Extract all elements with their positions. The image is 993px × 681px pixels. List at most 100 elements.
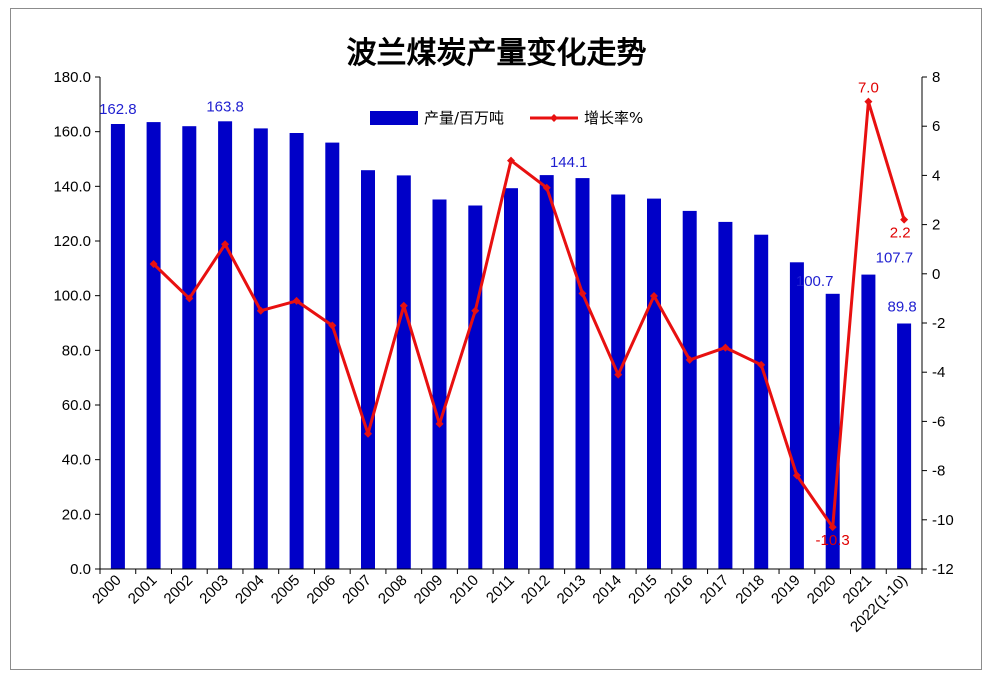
rate-point-2017 [721, 343, 730, 352]
x-tick-label: 2001 [125, 572, 161, 608]
bar-2006 [325, 142, 340, 569]
right-tick-label: -10 [932, 512, 954, 529]
bar-2009 [432, 199, 447, 569]
rate-point-2009 [435, 419, 444, 428]
rate-point-2006 [328, 321, 337, 330]
bar-2018 [754, 234, 769, 569]
left-tick-label: 20.0 [62, 506, 91, 523]
x-tick-label: 2011 [483, 572, 518, 607]
rate-point-2015 [649, 291, 658, 300]
bar-value-label: 89.8 [888, 299, 917, 316]
bar-2012 [539, 175, 554, 569]
rate-point-2005 [292, 296, 301, 305]
x-tick-label: 2002 [161, 572, 197, 608]
legend-bar-label: 产量/百万吨 [424, 109, 504, 127]
x-tick-label: 2014 [589, 572, 625, 608]
left-tick-label: 160.0 [53, 124, 91, 141]
right-tick-label: 8 [932, 69, 940, 86]
bar-2011 [504, 188, 518, 569]
x-tick-label: 2008 [375, 572, 411, 608]
left-tick-label: 0.0 [70, 561, 91, 578]
rate-point-2022(1-10) [900, 215, 909, 224]
rate-value-label: -10.3 [816, 532, 850, 549]
bar-2000 [110, 124, 125, 569]
x-tick-label: 2018 [732, 572, 768, 608]
right-tick-label: 0 [932, 266, 940, 283]
bar-2010 [468, 205, 483, 569]
x-tick-label: 2004 [232, 572, 268, 608]
rate-point-2002 [185, 294, 194, 303]
right-tick-label: 4 [932, 167, 940, 184]
rate-value-label: 7.0 [858, 80, 879, 97]
bar-value-label: 100.7 [796, 273, 834, 290]
left-tick-label: 180.0 [53, 69, 91, 86]
rate-point-2007 [364, 429, 373, 438]
left-tick-label: 40.0 [62, 452, 91, 469]
left-tick-label: 140.0 [53, 178, 91, 195]
rate-point-2001 [149, 259, 158, 268]
rate-point-2010 [471, 306, 480, 315]
bar-value-label: 107.7 [876, 250, 914, 267]
legend-line-marker [550, 114, 558, 122]
chart-title: 波兰煤炭产量变化走势 [346, 36, 647, 71]
bar-value-label: 163.8 [206, 98, 244, 115]
right-tick-label: -2 [932, 315, 945, 332]
bar-2003 [218, 121, 233, 570]
rate-value-label: 2.2 [890, 225, 911, 242]
bar-2022(1-10) [897, 323, 912, 569]
x-tick-label: 2015 [625, 572, 661, 608]
rate-point-2011 [507, 156, 515, 165]
legend-line-label: 增长率% [584, 109, 643, 127]
rate-point-2018 [757, 360, 766, 369]
bar-2019 [789, 262, 804, 569]
x-tick-label: 2013 [554, 572, 590, 608]
legend: 产量/百万吨 增长率% [370, 109, 643, 127]
rate-point-2020 [828, 523, 837, 532]
bar-2021 [861, 274, 876, 569]
chart-frame [10, 8, 982, 670]
bar-2015 [647, 198, 661, 569]
x-tick-label: 2019 [768, 572, 804, 608]
bar-2005 [289, 133, 304, 569]
x-tick-label: 2003 [196, 572, 232, 608]
rate-point-2016 [685, 355, 694, 364]
x-tick-label: 2005 [268, 572, 304, 608]
x-tick-label: 2000 [89, 572, 125, 608]
rate-point-2014 [614, 370, 623, 379]
bar-group [110, 121, 912, 570]
right-tick-label: -12 [932, 561, 954, 578]
bar-2013 [575, 178, 590, 569]
right-tick-label: -4 [932, 364, 945, 381]
x-tick-label: 2010 [446, 572, 482, 608]
bar-2017 [718, 221, 733, 569]
rate-point-2004 [256, 306, 265, 315]
bar-value-label: 162.8 [99, 101, 137, 118]
bar-value-label: 144.1 [550, 154, 588, 171]
x-tick-label: 2016 [661, 572, 697, 608]
x-tick-label: 2009 [411, 572, 447, 608]
data-labels-group: 162.8 163.8 144.1 100.7 107.7 89.8 -10.3 7.0 2.2 [99, 80, 917, 550]
rate-line-group [149, 97, 909, 532]
legend-bar-swatch [370, 111, 418, 125]
x-tick-label: 2012 [518, 572, 554, 608]
bar-2008 [396, 175, 411, 569]
x-tick-label: 2006 [304, 572, 340, 608]
right-tick-label: 2 [932, 217, 940, 234]
bar-2016 [682, 210, 697, 569]
left-tick-label: 100.0 [53, 288, 91, 305]
rate-point-2003 [221, 240, 230, 249]
right-tick-label: -8 [932, 463, 945, 480]
x-tick-label: 2020 [804, 572, 840, 608]
bar-2001 [146, 122, 161, 569]
x-tick-label: 2017 [697, 572, 733, 608]
left-tick-label: 80.0 [62, 342, 91, 359]
right-tick-label: 6 [932, 118, 940, 135]
bar-2004 [253, 128, 268, 569]
bar-2007 [361, 170, 375, 569]
left-tick-label: 120.0 [53, 233, 91, 250]
rate-point-2021 [864, 97, 873, 106]
bar-2002 [182, 126, 197, 569]
rate-point-2013 [578, 289, 587, 298]
x-tick-label: 2007 [339, 572, 375, 608]
